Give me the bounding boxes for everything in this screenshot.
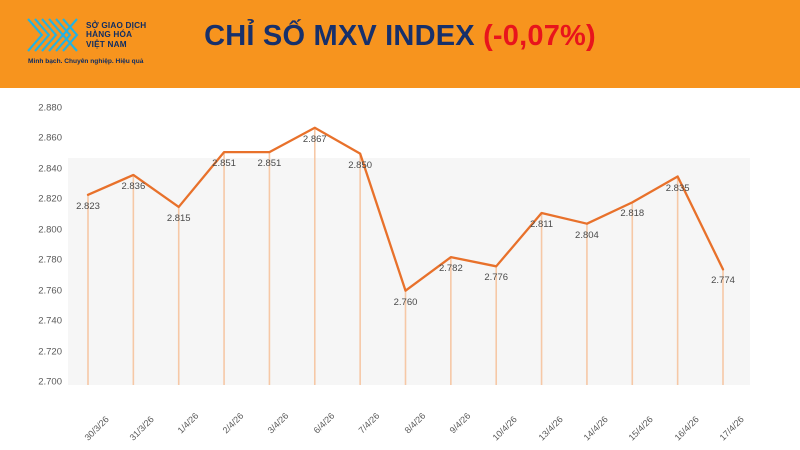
title-main-text: CHỈ SỐ MXV INDEX bbox=[204, 20, 475, 52]
data-point-value-label: 2.776 bbox=[484, 272, 509, 284]
plot-area-background bbox=[68, 158, 750, 385]
data-point-value-label: 2.851 bbox=[212, 158, 236, 170]
logo-line-2: HÀNG HÓA bbox=[86, 30, 133, 40]
y-axis-tick-label: 2.760 bbox=[38, 285, 62, 297]
data-point-value-label: 2.804 bbox=[575, 229, 599, 241]
data-point-value-label: 2.836 bbox=[121, 180, 146, 192]
logo-line-3: VIỆT NAM bbox=[86, 39, 127, 49]
mxv-chevron-logo-icon bbox=[27, 18, 79, 52]
data-point-value-label: 2.774 bbox=[711, 275, 735, 287]
y-axis-tick-label: 2.840 bbox=[38, 163, 62, 175]
brand-logo: SỞ GIAO DỊCH HÀNG HÓA VIỆT NAM Minh bạch… bbox=[26, 16, 146, 65]
logo-tagline: Minh bạch. Chuyên nghiệp. Hiệu quả bbox=[28, 58, 144, 65]
page-title: CHỈ SỐ MXV INDEX (-0,07%) bbox=[0, 20, 800, 53]
data-point-value-label: 2.867 bbox=[302, 133, 327, 145]
data-point-value-label: 2.782 bbox=[438, 263, 463, 275]
data-point-value-label: 2.823 bbox=[76, 200, 100, 212]
y-axis-tick-label: 2.860 bbox=[38, 132, 62, 144]
logo-line-1: SỞ GIAO DỊCH bbox=[86, 21, 147, 31]
y-axis-tick-label: 2.800 bbox=[38, 224, 62, 236]
series-layer bbox=[86, 126, 725, 385]
data-point-value-label: 2.760 bbox=[393, 296, 418, 308]
y-axis-tick-label: 2.700 bbox=[38, 376, 62, 388]
title-change-percent: (-0,07%) bbox=[483, 20, 596, 52]
y-axis-tick-label: 2.880 bbox=[38, 102, 62, 114]
data-point-value-label: 2.850 bbox=[348, 159, 373, 171]
y-axis-tick-label: 2.820 bbox=[38, 193, 62, 205]
data-point-value-label: 2.818 bbox=[620, 208, 645, 220]
header-banner: SỞ GIAO DỊCH HÀNG HÓA VIỆT NAM Minh bạch… bbox=[0, 0, 800, 88]
data-point-value-label: 2.851 bbox=[257, 158, 282, 170]
series-line-mxv-index bbox=[86, 126, 725, 292]
y-axis-tick-label: 2.720 bbox=[38, 346, 62, 358]
chart-container: 2.880 2.860 2.840 2.820 2.800 2.780 2.760 2.740… bbox=[0, 88, 800, 450]
data-point-value-label: 2.835 bbox=[665, 182, 690, 194]
y-axis: 2.880 2.860 2.840 2.820 2.800 2.780 2.760 2.740… bbox=[10, 88, 62, 450]
y-axis-tick-label: 2.780 bbox=[38, 254, 62, 266]
data-point-value-label: 2.815 bbox=[166, 212, 191, 224]
data-point-value-label: 2.811 bbox=[530, 219, 554, 231]
y-axis-tick-label: 2.740 bbox=[38, 315, 62, 327]
